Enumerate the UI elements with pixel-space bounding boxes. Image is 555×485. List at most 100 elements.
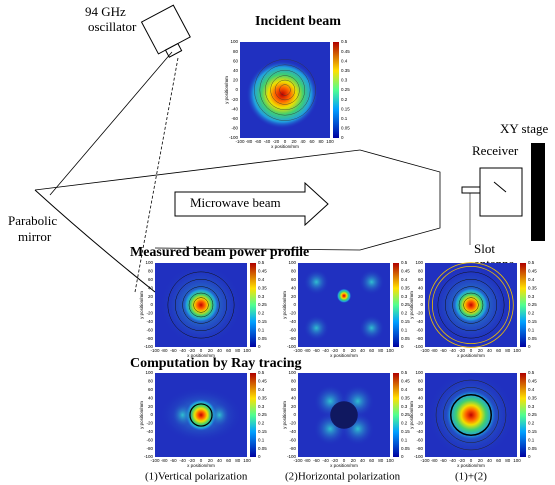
ray: [50, 52, 172, 195]
y-tick-label: -20: [289, 421, 296, 426]
colorbar-label: 0.1: [528, 437, 535, 442]
y-tick-label: -80: [416, 336, 423, 341]
colorbar-label: 0.35: [341, 68, 350, 73]
y-tick-label: 40: [418, 395, 424, 400]
x-tick-label: 60: [369, 458, 375, 463]
y-tick-label: 100: [415, 370, 423, 375]
colorbar-label: 0.25: [258, 412, 267, 417]
x-tick-label: -80: [431, 348, 438, 353]
colorbar-label: 0.4: [401, 387, 408, 392]
x-axis-label: x position/mm: [271, 144, 299, 149]
y-tick-label: -80: [289, 446, 296, 451]
x-tick-label: 40: [360, 458, 366, 463]
colorbar-label: 0.4: [258, 387, 265, 392]
y-axis-label: y position/mm: [282, 401, 287, 429]
colorbar-label: 0.2: [341, 97, 348, 102]
null-zone: [330, 401, 358, 429]
x-tick-label: -40: [322, 348, 329, 353]
y-tick-label: 40: [233, 68, 239, 73]
y-tick-label: -80: [416, 446, 423, 451]
x-axis-label: x position/mm: [457, 463, 485, 468]
y-tick-label: 60: [418, 387, 424, 392]
y-tick-label: 20: [418, 404, 424, 409]
caption: (1)Vertical polarization: [145, 471, 248, 483]
y-tick-label: -60: [416, 327, 423, 332]
label: XY stage: [500, 121, 548, 136]
oscillator-box: [142, 5, 194, 61]
colorbar-label: 0.2: [528, 421, 535, 426]
y-tick-label: -100: [414, 344, 424, 349]
y-axis-label: y position/mm: [409, 401, 414, 429]
colorbar-label: 0.3: [341, 78, 348, 83]
x-axis-label: x position/mm: [457, 353, 485, 358]
y-tick-label: -60: [146, 327, 153, 332]
colorbar-label: 0.3: [258, 404, 265, 409]
colorbar-label: 0.35: [528, 285, 537, 290]
y-axis-label: y position/mm: [409, 291, 414, 319]
y-tick-label: -100: [144, 454, 154, 459]
x-tick-label: 100: [243, 348, 251, 353]
x-tick-label: 80: [318, 139, 324, 144]
x-tick-label: -80: [431, 458, 438, 463]
y-tick-label: 80: [418, 269, 424, 274]
colorbar-label: 0.15: [528, 429, 537, 434]
x-tick-label: -60: [313, 348, 320, 353]
x-tick-label: 40: [217, 458, 223, 463]
colorbar-label: 0.3: [401, 294, 408, 299]
y-tick-label: 100: [288, 260, 296, 265]
x-tick-label: -40: [449, 458, 456, 463]
horn: [360, 150, 440, 250]
y-axis-label: y position/mm: [139, 291, 144, 319]
x-tick-label: -60: [440, 348, 447, 353]
y-tick-label: 100: [145, 370, 153, 375]
colorbar-label: 0.35: [528, 395, 537, 400]
colorbar-label: 0.2: [528, 311, 535, 316]
x-tick-label: 100: [386, 348, 394, 353]
y-tick-label: 20: [148, 404, 154, 409]
y-tick-label: -20: [146, 311, 153, 316]
colorbar-label: 0.3: [528, 404, 535, 409]
y-tick-label: 40: [291, 285, 297, 290]
y-tick-label: -60: [289, 327, 296, 332]
y-axis-label: y position/mm: [139, 401, 144, 429]
x-tick-label: -60: [255, 139, 262, 144]
label: 94 GHz: [85, 4, 126, 19]
y-tick-label: -80: [146, 336, 153, 341]
heatmap-blob: [359, 269, 385, 295]
colorbar-label: 0.35: [401, 285, 410, 290]
y-tick-label: -40: [289, 319, 296, 324]
x-tick-label: -80: [161, 458, 168, 463]
colorbar-label: 0.5: [258, 370, 265, 375]
colorbar-label: 0.05: [528, 336, 537, 341]
y-tick-label: 80: [291, 379, 297, 384]
colorbar-label: 0.1: [258, 327, 265, 332]
heatmap-blob: [445, 389, 497, 441]
colorbar-label: 0.15: [528, 319, 537, 324]
x-tick-label: 100: [513, 348, 521, 353]
y-tick-label: -100: [287, 344, 297, 349]
colorbar: [250, 263, 256, 347]
heatmap-panel: 0.50.450.40.350.30.250.20.150.10.050-100…: [409, 370, 537, 468]
x-tick-label: -80: [246, 139, 253, 144]
y-tick-label: 80: [148, 269, 154, 274]
x-tick-label: -60: [170, 348, 177, 353]
y-tick-label: 60: [418, 277, 424, 282]
colorbar-label: 0.15: [258, 319, 267, 324]
colorbar-label: 0.2: [258, 311, 265, 316]
colorbar-label: 0: [401, 344, 404, 349]
y-tick-label: 40: [148, 285, 154, 290]
y-tick-label: 20: [418, 294, 424, 299]
heatmap-panel: 0.50.450.40.350.30.250.20.150.10.050-100…: [282, 260, 410, 358]
x-tick-label: 40: [300, 139, 306, 144]
xy-stage: [531, 143, 545, 241]
y-tick-label: -60: [416, 437, 423, 442]
parabolic-mirror: [35, 190, 155, 292]
y-tick-label: -40: [416, 429, 423, 434]
colorbar: [333, 42, 339, 138]
colorbar: [520, 263, 526, 347]
colorbar-label: 0: [341, 135, 344, 140]
x-tick-label: -40: [179, 458, 186, 463]
colorbar-label: 0.3: [401, 404, 408, 409]
x-tick-label: 100: [243, 458, 251, 463]
x-tick-label: -60: [313, 458, 320, 463]
